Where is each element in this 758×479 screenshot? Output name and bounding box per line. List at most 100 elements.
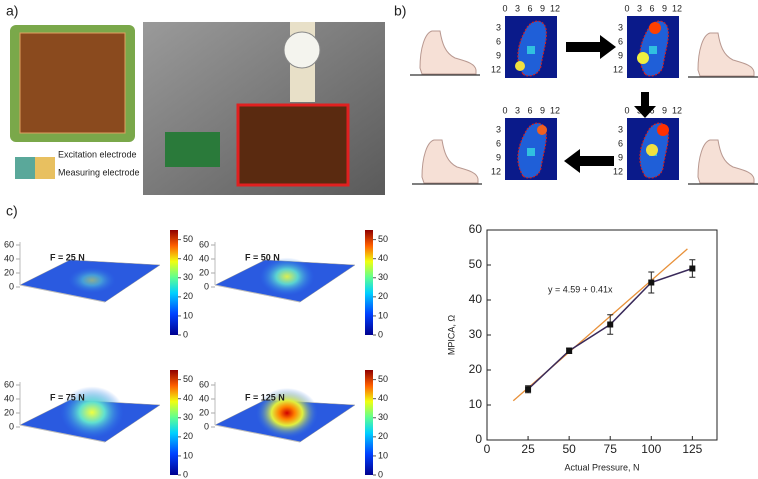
- heatmap-x-tick: 3: [515, 105, 520, 115]
- z-tick-label: 0: [204, 281, 209, 291]
- heatmap-x-tick: 9: [540, 105, 545, 115]
- heatmap-x-tick: 0: [502, 3, 507, 13]
- heatmap-x-tick: 0: [624, 3, 629, 13]
- z-tick-label: 60: [199, 239, 209, 249]
- legend-text: Measuring electrode: [58, 167, 140, 177]
- colorbar-label: 10: [183, 310, 193, 320]
- colorbar-label: 40: [378, 393, 388, 403]
- surface-title: F = 25 N: [50, 252, 85, 262]
- data-point: [607, 321, 614, 328]
- colorbar-label: 10: [378, 310, 388, 320]
- surface-plot: F = 125 N 0 20 40 60 0 10 20 30 40 50: [199, 370, 388, 479]
- colorbar-label: 0: [378, 469, 383, 479]
- foot-drawing: [409, 30, 481, 76]
- y-tick-label: 50: [469, 257, 483, 271]
- sensor-area: [19, 32, 126, 134]
- heatmap-y-tick: 6: [496, 138, 501, 148]
- hotspot: [646, 144, 658, 156]
- heatmap-y-tick: 12: [491, 64, 501, 74]
- colorbar-label: 30: [183, 272, 193, 282]
- foot-drawing: [687, 32, 758, 78]
- z-tick-label: 40: [199, 253, 209, 263]
- colorbar-label: 10: [378, 450, 388, 460]
- colorbar-label: 50: [183, 374, 193, 384]
- z-tick-label: 60: [199, 379, 209, 389]
- heatmap-y-tick: 3: [618, 124, 623, 134]
- surface-peak: [68, 267, 116, 294]
- photo-board: [236, 103, 350, 187]
- y-tick-label: 60: [469, 222, 483, 236]
- z-tick-label: 60: [4, 239, 14, 249]
- z-tick-label: 20: [4, 407, 14, 417]
- data-point: [566, 347, 573, 354]
- heatmap-y-tick: 12: [613, 64, 623, 74]
- z-tick-label: 0: [204, 421, 209, 431]
- z-tick-label: 0: [9, 421, 14, 431]
- surfaces: F = 25 N 0 20 40 60 0 10 20 30 40 50 F = 50 N 0 20 40 6…: [4, 230, 388, 479]
- plot-frame: [486, 229, 718, 441]
- colorbar-label: 50: [378, 234, 388, 244]
- z-tick-label: 20: [4, 267, 14, 277]
- heatmap-x-tick: 9: [540, 3, 545, 13]
- heatmap-y-tick: 3: [496, 124, 501, 134]
- heatmap-y-tick: 3: [618, 22, 623, 32]
- heatmap-x-tick: 9: [662, 105, 667, 115]
- colorbar: [170, 230, 178, 335]
- heatmap-y-tick: 3: [496, 22, 501, 32]
- colorbar-label: 40: [183, 393, 193, 403]
- legend-text: Excitation electrode: [58, 149, 137, 159]
- heatmap-x-tick: 3: [515, 3, 520, 13]
- heatmap: [504, 117, 558, 181]
- z-tick-label: 40: [199, 393, 209, 403]
- heatmap-x-tick: 12: [550, 3, 560, 13]
- z-tick-label: 20: [199, 407, 209, 417]
- foot-drawing: [411, 139, 483, 185]
- colorbar-label: 30: [378, 272, 388, 282]
- hotspot: [537, 125, 547, 135]
- heatmap-x-tick: 12: [672, 3, 682, 13]
- colorbar-label: 30: [378, 412, 388, 422]
- surface-title: F = 75 N: [50, 392, 85, 402]
- z-tick-label: 40: [4, 393, 14, 403]
- surface-plot: F = 50 N 0 20 40 60 0 10 20 30 40 50: [199, 230, 388, 339]
- foot-drawing: [687, 139, 758, 185]
- arrow: [566, 35, 616, 59]
- heatmap-x-tick: 6: [649, 3, 654, 13]
- data-point: [648, 279, 655, 286]
- chart: 0 25 50 75 100 125 0 10 20 30 40 50 60 Actual Pressur…: [446, 222, 718, 472]
- surface-title: F = 50 N: [245, 252, 280, 262]
- heatmap-x-tick: 12: [672, 105, 682, 115]
- heatmap-x-tick: 6: [527, 3, 532, 13]
- data-point: [525, 386, 532, 393]
- colorbar: [170, 370, 178, 475]
- fit-label: y = 4.59 + 0.41x: [548, 284, 613, 294]
- surface-plot: F = 75 N 0 20 40 60 0 10 20 30 40 50: [4, 370, 193, 479]
- heatmap-y-tick: 6: [496, 36, 501, 46]
- x-tick-label: 75: [604, 442, 618, 456]
- x-tick-label: 25: [521, 442, 535, 456]
- heatmap-y-tick: 9: [618, 50, 623, 60]
- panel-label: b): [394, 3, 406, 19]
- colorbar-label: 20: [378, 431, 388, 441]
- colorbar-label: 0: [183, 469, 188, 479]
- heatmap: [504, 15, 558, 79]
- heatmap-y-tick: 6: [618, 138, 623, 148]
- heatmap-x-tick: 9: [662, 3, 667, 13]
- y-tick-label: 0: [475, 432, 482, 446]
- heatmap-y-tick: 12: [491, 166, 501, 176]
- colorbar-label: 30: [183, 412, 193, 422]
- heatmap-x-tick: 3: [637, 3, 642, 13]
- panel-label: a): [6, 3, 18, 19]
- hotspot: [637, 52, 649, 64]
- heatmap-y-tick: 9: [496, 152, 501, 162]
- y-tick-label: 40: [469, 292, 483, 306]
- colorbar-label: 20: [183, 431, 193, 441]
- hotspot: [649, 22, 661, 34]
- heatmap-x-tick: 6: [527, 105, 532, 115]
- heatmap-x-tick: 6: [649, 105, 654, 115]
- surface-peak: [259, 257, 315, 296]
- x-tick-label: 125: [682, 442, 702, 456]
- arrow: [564, 149, 614, 173]
- x-axis-label: Actual Pressure, N: [564, 462, 639, 472]
